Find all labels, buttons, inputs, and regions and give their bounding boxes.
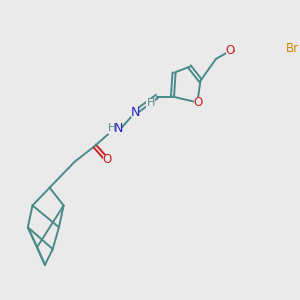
- Bar: [226, 46, 234, 56]
- Text: H: H: [146, 98, 155, 108]
- Bar: [131, 107, 139, 117]
- Text: O: O: [225, 44, 235, 57]
- Text: H: H: [108, 123, 116, 133]
- Bar: [286, 44, 298, 54]
- Bar: [108, 123, 122, 134]
- Text: O: O: [103, 153, 112, 167]
- Text: N: N: [130, 106, 140, 119]
- Bar: [146, 99, 155, 108]
- Text: Br: Br: [286, 42, 299, 56]
- Text: O: O: [194, 96, 203, 109]
- Text: N: N: [114, 122, 124, 135]
- Bar: [194, 98, 203, 107]
- Bar: [103, 155, 111, 165]
